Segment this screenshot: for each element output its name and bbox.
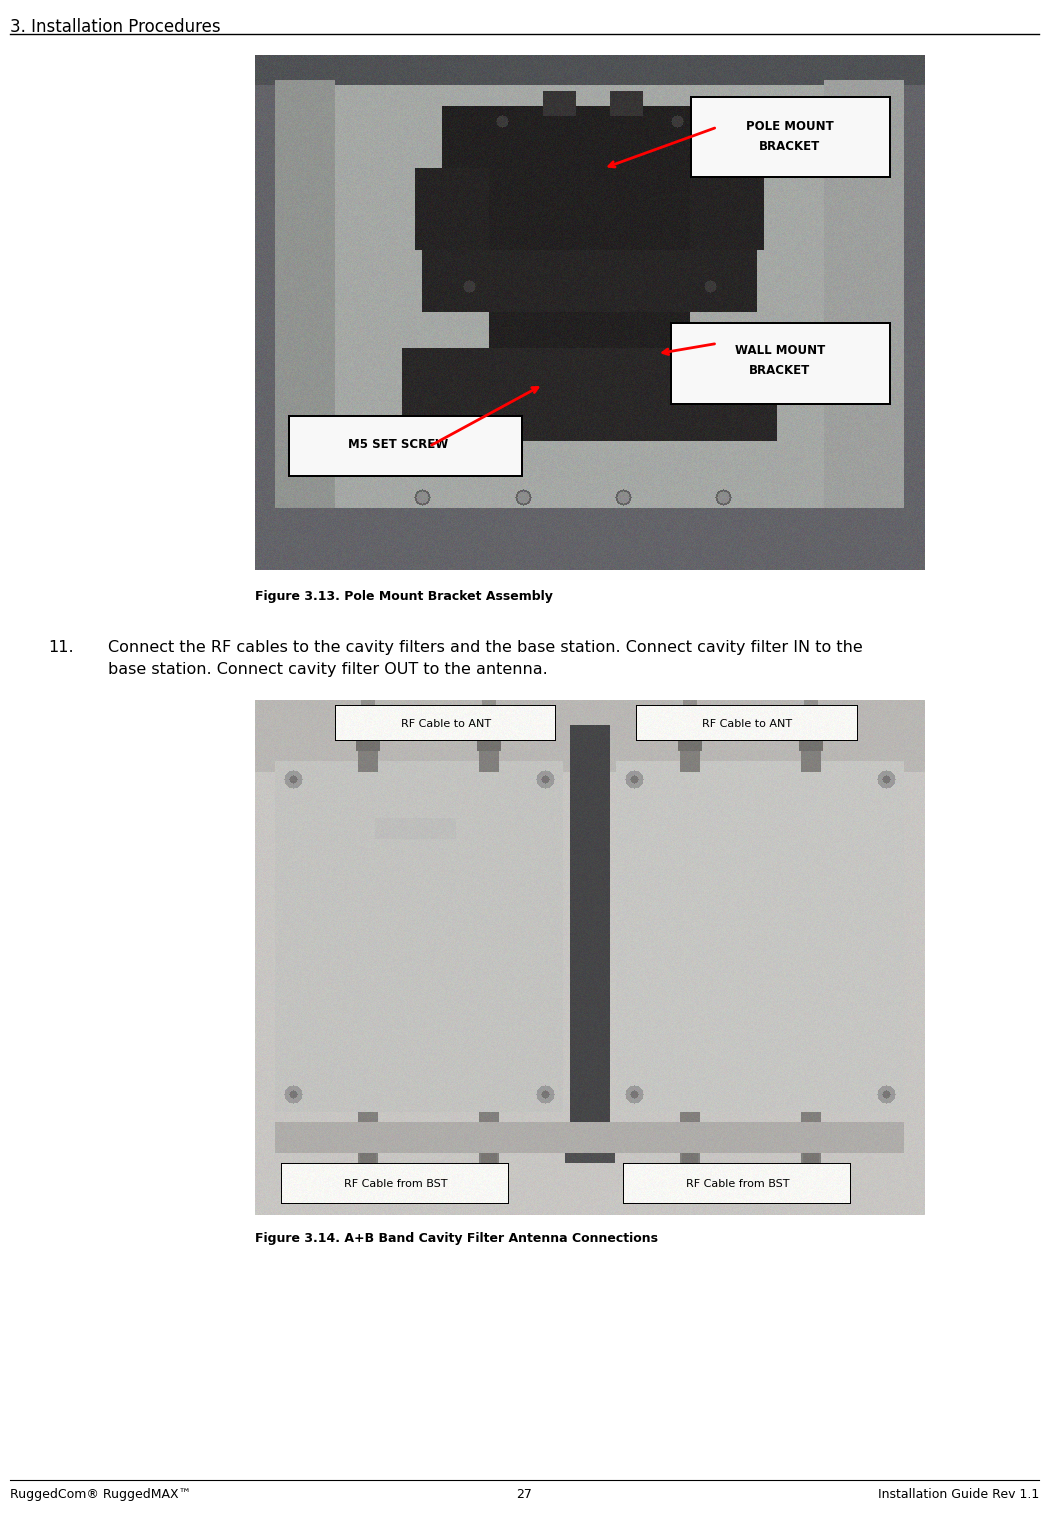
Text: BRACKET: BRACKET xyxy=(749,364,811,376)
Text: RF Cable from BST: RF Cable from BST xyxy=(686,1180,789,1189)
Text: base station. Connect cavity filter OUT to the antenna.: base station. Connect cavity filter OUT … xyxy=(108,661,548,677)
Text: RF Cable from BST: RF Cable from BST xyxy=(344,1180,448,1189)
Text: 3. Installation Procedures: 3. Installation Procedures xyxy=(10,18,220,37)
Text: RF Cable to ANT: RF Cable to ANT xyxy=(703,719,792,728)
Text: Figure 3.14. A+B Band Cavity Filter Antenna Connections: Figure 3.14. A+B Band Cavity Filter Ante… xyxy=(255,1231,658,1245)
Text: 11.: 11. xyxy=(48,640,73,655)
Text: RuggedCom® RuggedMAX™: RuggedCom® RuggedMAX™ xyxy=(10,1487,191,1501)
Text: POLE MOUNT: POLE MOUNT xyxy=(746,119,834,133)
Text: WALL MOUNT: WALL MOUNT xyxy=(735,343,826,357)
Text: Installation Guide Rev 1.1: Installation Guide Rev 1.1 xyxy=(878,1487,1039,1501)
Text: Figure 3.13. Pole Mount Bracket Assembly: Figure 3.13. Pole Mount Bracket Assembly xyxy=(255,590,553,604)
Text: BRACKET: BRACKET xyxy=(759,140,820,154)
Text: RF Cable to ANT: RF Cable to ANT xyxy=(401,719,491,728)
Text: 27: 27 xyxy=(516,1487,533,1501)
Text: M5 SET SCREW: M5 SET SCREW xyxy=(348,439,448,451)
Text: Connect the RF cables to the cavity filters and the base station. Connect cavity: Connect the RF cables to the cavity filt… xyxy=(108,640,862,655)
